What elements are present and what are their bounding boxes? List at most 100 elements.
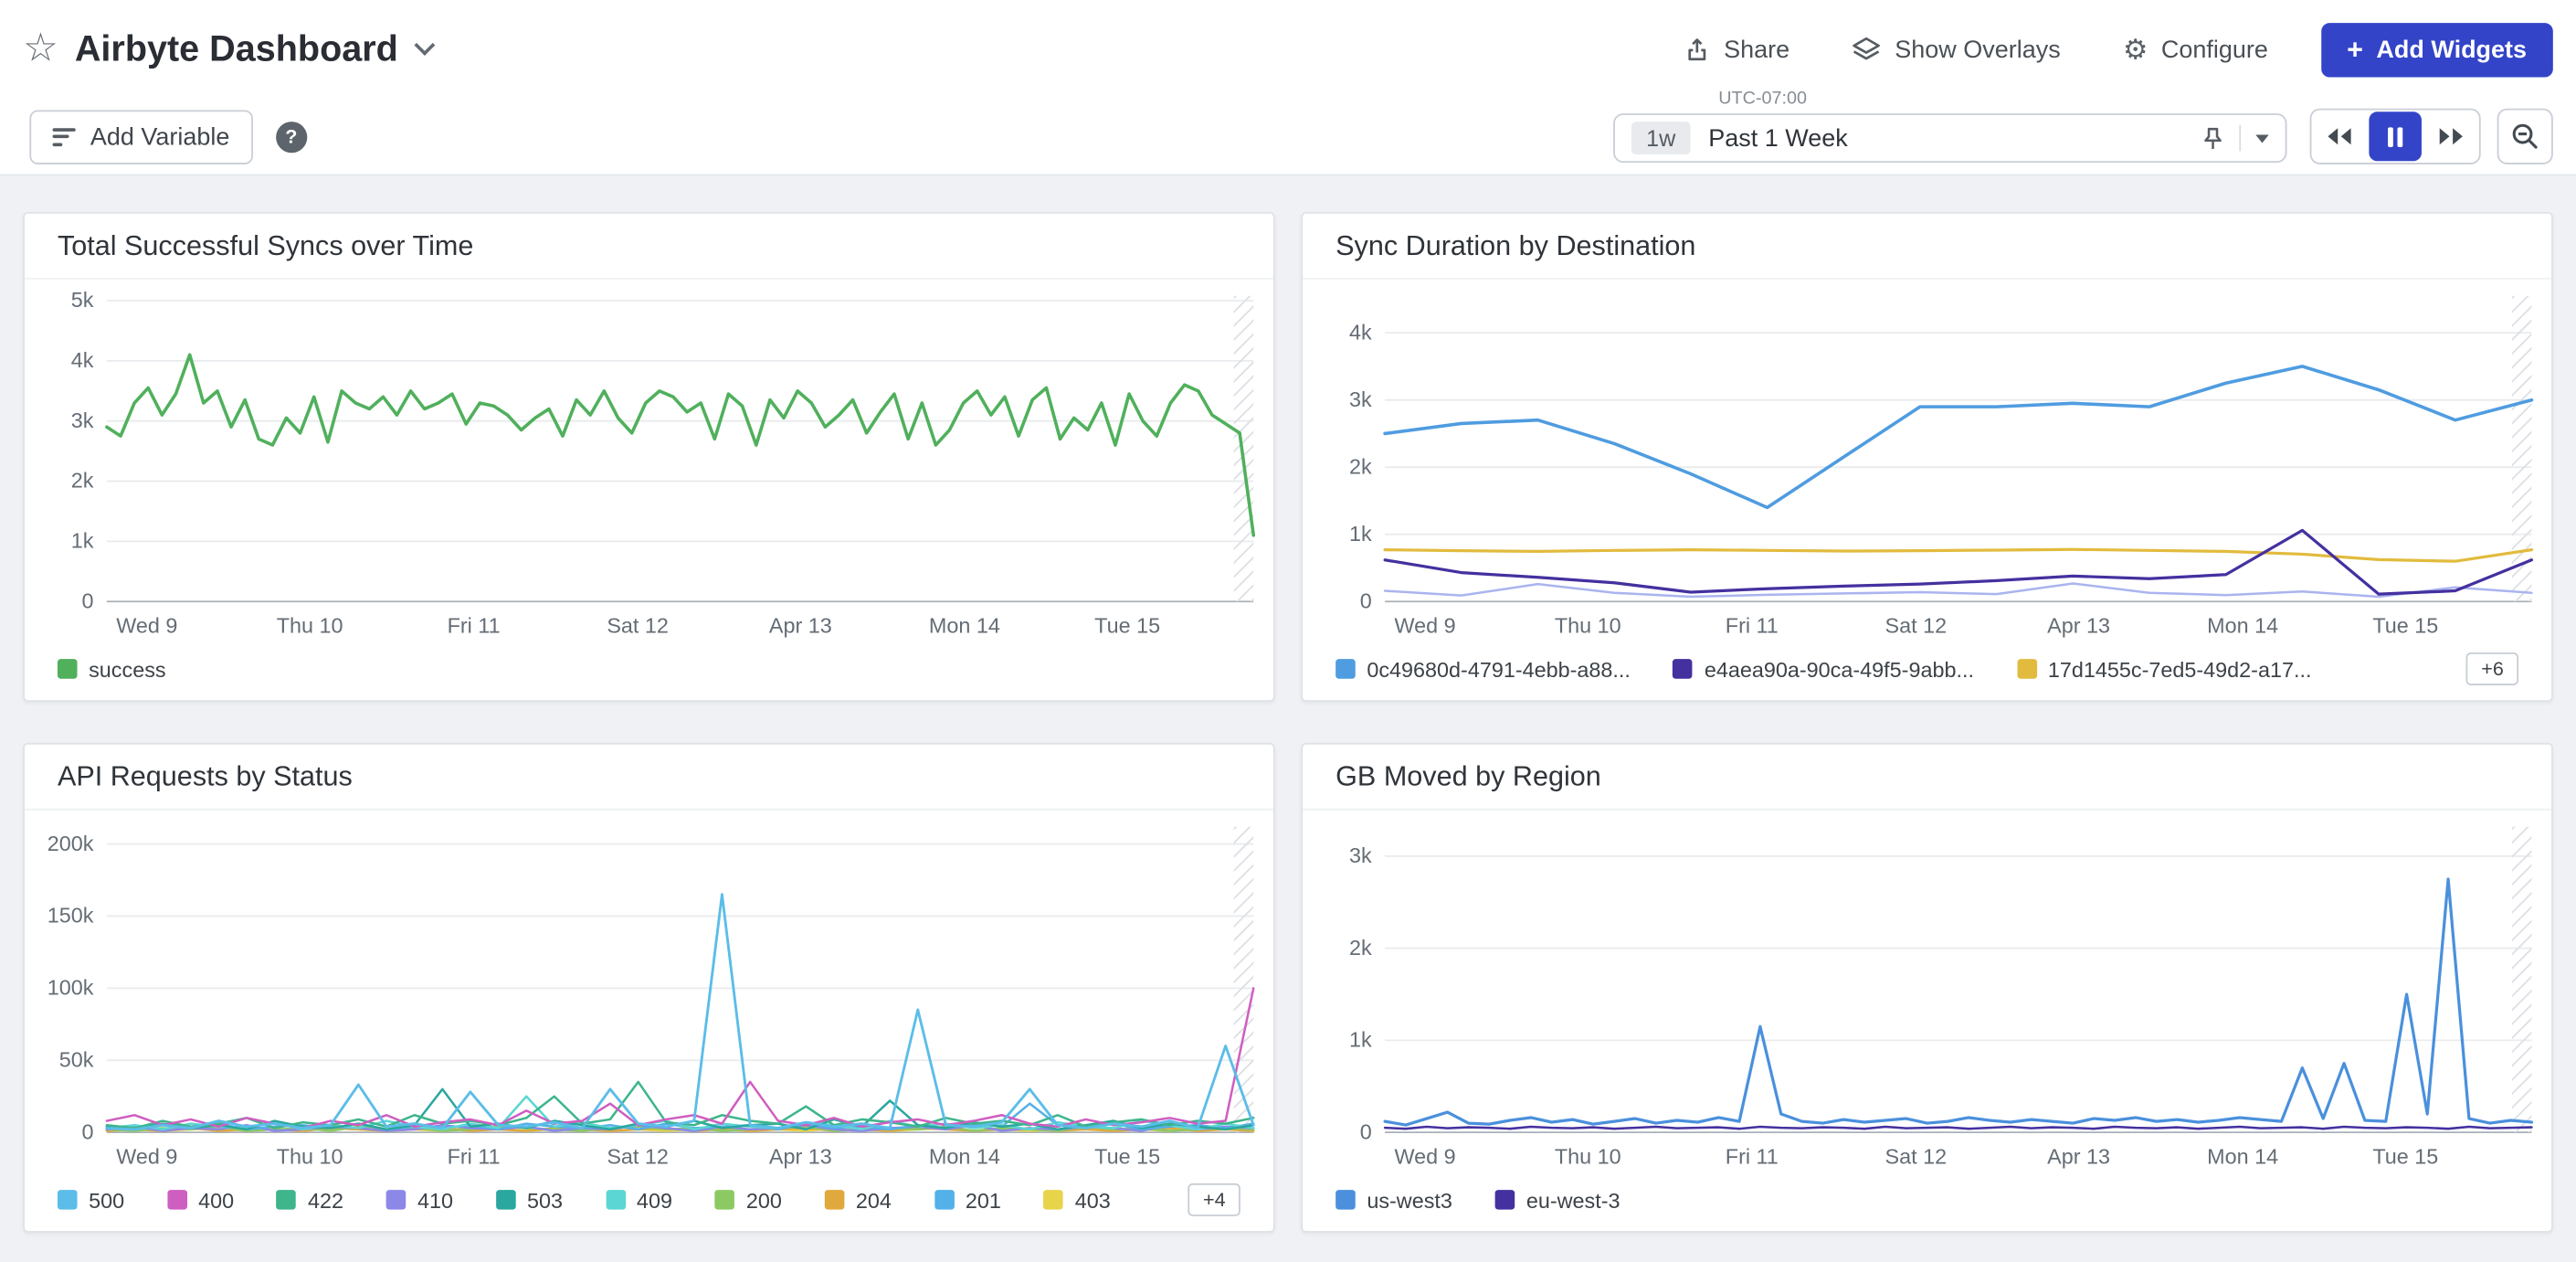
svg-text:0: 0 [1360, 1119, 1372, 1143]
legend-swatch [386, 1190, 406, 1210]
svg-text:5k: 5k [71, 288, 94, 312]
svg-text:Apr 13: Apr 13 [2047, 613, 2110, 637]
title-menu-chevron-down-icon[interactable] [415, 34, 436, 55]
time-backward-button[interactable] [2313, 111, 2366, 161]
configure-label: Configure [2161, 36, 2268, 64]
svg-text:1k: 1k [71, 529, 94, 553]
show-overlays-label: Show Overlays [1895, 36, 2060, 64]
legend-item[interactable]: e4aea90a-90ca-49f5-9abb... [1673, 656, 1974, 681]
legend-item[interactable]: 400 [167, 1187, 234, 1212]
svg-text:Wed 9: Wed 9 [116, 1144, 177, 1168]
legend-swatch [1673, 659, 1694, 679]
share-button[interactable]: Share [1664, 26, 1809, 73]
chart-canvas-total-successful-syncs[interactable]: 01k2k3k4k5kWed 9Thu 10Fri 11Sat 12Apr 13… [25, 280, 1273, 644]
svg-text:1k: 1k [1349, 522, 1372, 546]
legend-item[interactable]: 409 [606, 1187, 672, 1212]
legend-item[interactable]: 422 [277, 1187, 343, 1212]
svg-text:Fri 11: Fri 11 [448, 613, 501, 637]
pin-icon[interactable] [2201, 126, 2224, 151]
svg-text:Thu 10: Thu 10 [277, 613, 343, 637]
svg-text:Mon 14: Mon 14 [2207, 1144, 2278, 1168]
range-caret-down-icon[interactable] [2255, 134, 2268, 143]
time-range-stack: UTC-07:00 1w Past 1 Week [1613, 89, 2286, 163]
legend-swatch [277, 1190, 297, 1210]
svg-text:Sat 12: Sat 12 [1885, 613, 1948, 637]
svg-text:0: 0 [1360, 589, 1372, 612]
svg-text:Tue 15: Tue 15 [2372, 613, 2438, 637]
svg-text:0: 0 [81, 1119, 93, 1143]
legend-swatch [1044, 1190, 1064, 1210]
legend-label: 200 [746, 1187, 782, 1212]
legend-item[interactable]: 503 [496, 1187, 563, 1212]
svg-text:Fri 11: Fri 11 [448, 1144, 501, 1168]
legend-label: 17d1455c-7ed5-49d2-a17... [2048, 656, 2312, 681]
svg-text:4k: 4k [1349, 320, 1372, 344]
legend-overflow-badge[interactable]: +4 [1188, 1183, 1240, 1216]
chart-legend: success [25, 644, 1273, 700]
svg-text:Tue 15: Tue 15 [2372, 1144, 2438, 1168]
svg-text:Tue 15: Tue 15 [1094, 613, 1160, 637]
zoom-out-button[interactable] [2497, 109, 2553, 164]
svg-text:4k: 4k [71, 348, 94, 372]
legend-item[interactable]: 17d1455c-7ed5-49d2-a17... [2017, 656, 2312, 681]
legend-label: 422 [308, 1187, 343, 1212]
legend-overflow-badge[interactable]: +6 [2466, 652, 2518, 685]
add-variable-label: Add Variable [90, 122, 229, 151]
legend-item[interactable]: eu-west-3 [1495, 1187, 1621, 1212]
legend-label: 403 [1075, 1187, 1111, 1212]
chart-canvas-sync-duration[interactable]: 01k2k3k4kWed 9Thu 10Fri 11Sat 12Apr 13Mo… [1303, 280, 2551, 644]
svg-text:Wed 9: Wed 9 [1394, 1144, 1455, 1168]
legend-swatch [1495, 1190, 1515, 1210]
legend-label: 409 [637, 1187, 672, 1212]
svg-text:Thu 10: Thu 10 [1555, 1144, 1621, 1168]
time-nav-group [2310, 109, 2481, 164]
magnifier-minus-icon [2510, 122, 2539, 151]
legend-swatch [1336, 659, 1356, 679]
legend-item[interactable]: 403 [1044, 1187, 1111, 1212]
time-forward-button[interactable] [2425, 111, 2478, 161]
chart-canvas-gb-moved[interactable]: 01k2k3kWed 9Thu 10Fri 11Sat 12Apr 13Mon … [1303, 811, 2551, 1175]
legend-label: success [89, 656, 165, 681]
legend-swatch [715, 1190, 735, 1210]
legend-swatch [167, 1190, 187, 1210]
svg-text:3k: 3k [71, 408, 94, 432]
svg-text:Tue 15: Tue 15 [1094, 1144, 1160, 1168]
pause-button[interactable] [2369, 111, 2422, 161]
toolbar-row: Add Variable ? UTC-07:00 1w Past 1 Week [23, 99, 2553, 175]
legend-swatch [58, 659, 78, 679]
legend-item[interactable]: 201 [934, 1187, 1001, 1212]
filter-icon [53, 127, 76, 145]
skip-backward-icon [2327, 126, 2353, 146]
legend-label: 204 [856, 1187, 892, 1212]
widget-grid: Total Successful Syncs over Time 01k2k3k… [0, 175, 2576, 1258]
show-overlays-button[interactable]: Show Overlays [1832, 26, 2080, 73]
add-variable-button[interactable]: Add Variable [29, 110, 252, 164]
legend-item[interactable]: 500 [58, 1187, 124, 1212]
svg-text:Fri 11: Fri 11 [1726, 1144, 1779, 1168]
legend-item[interactable]: 204 [825, 1187, 892, 1212]
widget-total-successful-syncs: Total Successful Syncs over Time 01k2k3k… [23, 212, 1274, 702]
svg-text:100k: 100k [48, 976, 94, 1000]
legend-label: 500 [89, 1187, 124, 1212]
legend-label: e4aea90a-90ca-49f5-9abb... [1705, 656, 1974, 681]
legend-item[interactable]: success [58, 656, 166, 681]
legend-label: 201 [966, 1187, 1001, 1212]
legend-item[interactable]: 410 [386, 1187, 453, 1212]
widget-title: Sync Duration by Destination [1303, 214, 2551, 280]
add-widgets-button[interactable]: + Add Widgets [2320, 22, 2552, 76]
configure-button[interactable]: ⚙ Configure [2103, 26, 2287, 73]
svg-text:3k: 3k [1349, 387, 1372, 411]
favorite-star-icon[interactable]: ☆ [23, 29, 58, 69]
help-icon[interactable]: ? [276, 121, 307, 152]
svg-text:Mon 14: Mon 14 [2207, 613, 2278, 637]
time-range-picker[interactable]: 1w Past 1 Week [1613, 113, 2286, 163]
chart-legend: us-west3 eu-west-3 [1303, 1175, 2551, 1231]
legend-item[interactable]: 200 [715, 1187, 782, 1212]
range-code-chip: 1w [1631, 122, 1691, 154]
legend-item[interactable]: 0c49680d-4791-4ebb-a88... [1336, 656, 1631, 681]
legend-item[interactable]: us-west3 [1336, 1187, 1452, 1212]
svg-text:50k: 50k [59, 1047, 94, 1071]
chart-canvas-api-requests[interactable]: 050k100k150k200kWed 9Thu 10Fri 11Sat 12A… [25, 811, 1273, 1175]
svg-text:Mon 14: Mon 14 [929, 613, 1000, 637]
add-widgets-label: Add Widgets [2376, 36, 2527, 64]
